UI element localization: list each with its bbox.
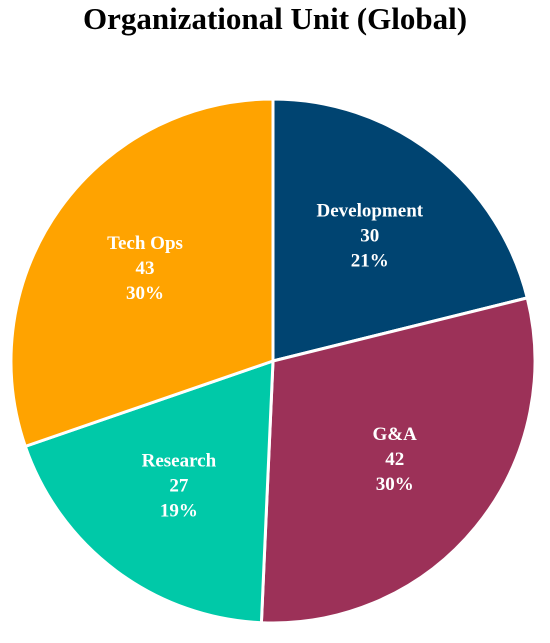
slice-value-ganda: 42 [385, 449, 404, 470]
slice-value-tech-ops: 43 [136, 258, 155, 279]
pie-slices [9, 97, 537, 625]
slice-label-tech-ops: Tech Ops [107, 233, 183, 254]
pie-data-labels: Development 30 21% G&A 42 30% Research 27 19% Tec… [107, 201, 424, 522]
pie-slice-development [271, 97, 529, 363]
slice-percent-ganda: 30% [376, 474, 414, 495]
chart-title: Organizational Unit (Global) [82, 1, 468, 36]
slice-percent-development: 21% [351, 251, 389, 272]
pie-slice-tech-ops [9, 97, 275, 448]
slice-percent-tech-ops: 30% [126, 283, 164, 304]
slice-label-ganda: G&A [373, 424, 418, 445]
pie-slice-ganda [259, 296, 537, 625]
slice-label-development: Development [317, 201, 424, 222]
slice-value-development: 30 [360, 226, 379, 247]
slice-percent-research: 19% [160, 500, 198, 521]
slice-value-research: 27 [169, 475, 189, 496]
slice-label-research: Research [142, 450, 217, 471]
